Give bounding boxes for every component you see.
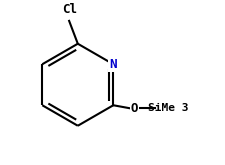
Text: N: N [110, 58, 117, 71]
Text: Cl: Cl [62, 3, 77, 16]
Text: O: O [131, 102, 138, 115]
Text: SiMe 3: SiMe 3 [148, 103, 189, 113]
